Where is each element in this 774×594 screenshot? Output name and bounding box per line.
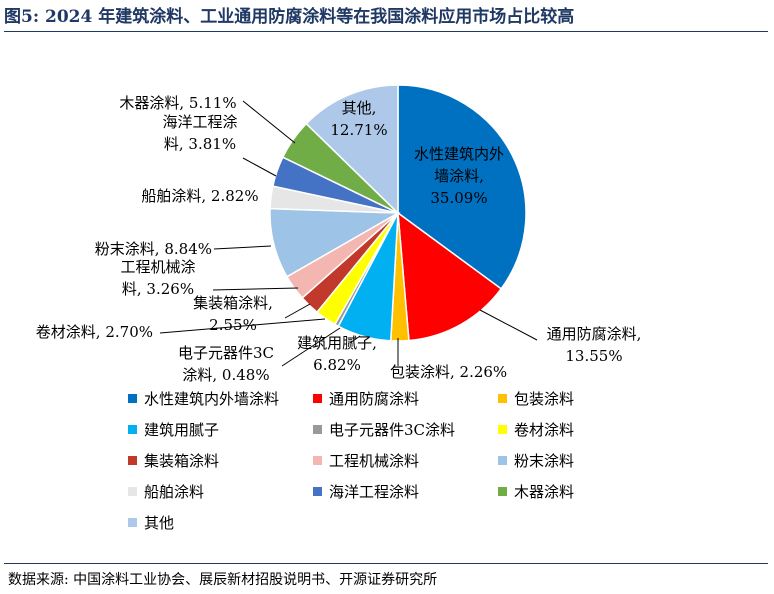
slice-data-label: 电子元器件3C 涂料, 0.48%	[178, 344, 274, 384]
slice-data-label: 通用防腐涂料, 13.55%	[547, 325, 642, 365]
label-leader-line	[349, 335, 361, 344]
slice-data-label: 卷材涂料, 2.70%	[36, 323, 153, 341]
legend-item: 通用防腐涂料	[313, 388, 419, 409]
legend-item: 电子元器件3C涂料	[313, 419, 455, 440]
legend-label: 建筑用腻子	[144, 421, 220, 439]
legend-item: 海洋工程涂料	[313, 481, 419, 502]
legend-label: 通用防腐涂料	[329, 390, 420, 408]
legend-swatch	[498, 425, 507, 434]
source-note: 数据来源: 中国涂料工业协会、展辰新材招股说明书、开源证券研究所	[8, 572, 438, 588]
slice-data-label: 海洋工程涂料, 3.81%	[162, 113, 237, 153]
label-leader-line	[212, 287, 299, 291]
legend-label: 包装涂料	[514, 390, 575, 408]
legend-item: 工程机械涂料	[313, 450, 419, 471]
slice-data-label: 其他, 12.71%	[330, 99, 387, 139]
legend-swatch	[498, 456, 507, 465]
slice-data-label: 包装涂料, 2.26%	[390, 363, 507, 381]
legend-swatch	[128, 394, 137, 403]
title-rule	[4, 31, 768, 32]
legend-item: 包装涂料	[498, 388, 574, 409]
legend-item: 木器涂料	[498, 481, 574, 502]
legend-item: 其他	[128, 512, 174, 533]
slice-data-label: 工程机械涂料, 3.26%	[120, 258, 195, 298]
pie-chart: 水性建筑内外墙涂料, 35.09% 通用防腐涂料, 13.55% 包装涂料, 2.26%…	[36, 84, 642, 384]
figure-title: 图5: 2024 年建筑涂料、工业通用防腐涂料等在我国涂料应用市场占比较高	[4, 7, 575, 27]
source-rule	[4, 563, 768, 564]
slice-data-label: 船舶涂料, 2.82%	[141, 187, 258, 205]
legend-label: 工程机械涂料	[329, 452, 420, 470]
label-leader-line	[284, 303, 311, 319]
slice-data-label: 水性建筑内外墙涂料, 35.09%	[414, 145, 504, 207]
pie-slice	[397, 211, 503, 342]
legend-swatch	[128, 456, 137, 465]
slice-data-label: 木器涂料, 5.11%	[119, 94, 236, 112]
slice-data-label: 集装箱涂料, 2.55%	[193, 294, 273, 334]
legend-swatch	[498, 394, 507, 403]
legend-swatch	[128, 518, 137, 527]
legend-label: 集装箱涂料	[144, 452, 220, 470]
legend-label: 粉末涂料	[514, 452, 575, 470]
legend-item: 卷材涂料	[498, 419, 574, 440]
legend-label: 卷材涂料	[514, 421, 575, 439]
slice-data-label: 建筑用腻子, 6.82%	[297, 334, 377, 374]
legend-label: 水性建筑内外墙涂料	[144, 390, 280, 408]
legend-label: 电子元器件3C涂料	[329, 421, 456, 439]
legend-swatch	[313, 487, 322, 496]
pie-slice	[397, 84, 527, 290]
label-leader-line	[242, 100, 296, 144]
legend-item: 水性建筑内外墙涂料	[128, 388, 279, 409]
legend-swatch	[313, 456, 322, 465]
slice-data-label: 粉末涂料, 8.84%	[95, 240, 212, 258]
pie-slice	[305, 84, 399, 215]
legend-swatch	[128, 425, 137, 434]
legend-label: 其他	[144, 514, 175, 532]
legend-swatch	[313, 394, 322, 403]
legend-label: 海洋工程涂料	[329, 483, 420, 501]
label-leader-line	[242, 157, 277, 177]
label-leader-line	[159, 318, 326, 334]
legend-item: 船舶涂料	[128, 481, 204, 502]
label-leader-line	[281, 327, 341, 367]
legend-label: 船舶涂料	[144, 483, 205, 501]
legend-swatch	[313, 425, 322, 434]
legend-item: 集装箱涂料	[128, 450, 219, 471]
legend-label: 木器涂料	[514, 483, 575, 501]
label-leader-line	[213, 245, 272, 250]
legend-swatch	[128, 487, 137, 496]
legend-item: 建筑用腻子	[128, 419, 219, 440]
label-leader-line	[479, 309, 538, 341]
legend-item: 粉末涂料	[498, 450, 574, 471]
legend-swatch	[498, 487, 507, 496]
